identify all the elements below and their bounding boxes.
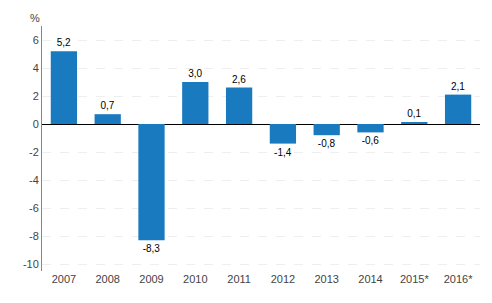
svg-text:2008: 2008 xyxy=(95,273,119,285)
svg-text:2010: 2010 xyxy=(183,273,207,285)
svg-text:6: 6 xyxy=(33,34,39,46)
svg-text:3,0: 3,0 xyxy=(188,68,202,79)
svg-text:2,1: 2,1 xyxy=(451,81,465,92)
svg-text:2013: 2013 xyxy=(314,273,338,285)
svg-text:-10: -10 xyxy=(23,258,39,270)
svg-text:-8: -8 xyxy=(29,230,39,242)
svg-text:0,1: 0,1 xyxy=(407,108,421,119)
svg-text:-1,4: -1,4 xyxy=(274,147,292,158)
svg-text:0,7: 0,7 xyxy=(101,100,115,111)
svg-text:2015*: 2015* xyxy=(400,273,429,285)
svg-text:-2: -2 xyxy=(29,146,39,158)
svg-text:2011: 2011 xyxy=(227,273,251,285)
svg-text:2: 2 xyxy=(33,90,39,102)
svg-text:2016*: 2016* xyxy=(444,273,473,285)
svg-text:%: % xyxy=(30,12,40,24)
svg-text:2012: 2012 xyxy=(271,273,295,285)
svg-text:-4: -4 xyxy=(29,174,39,186)
svg-text:4: 4 xyxy=(33,62,39,74)
svg-text:2009: 2009 xyxy=(139,273,163,285)
svg-text:2007: 2007 xyxy=(52,273,76,285)
svg-text:2,6: 2,6 xyxy=(232,74,246,85)
svg-text:-0,6: -0,6 xyxy=(362,135,380,146)
svg-text:0: 0 xyxy=(33,118,39,130)
svg-text:-8,3: -8,3 xyxy=(143,243,161,254)
svg-text:5,2: 5,2 xyxy=(57,37,71,48)
svg-text:-6: -6 xyxy=(29,202,39,214)
svg-text:-0,8: -0,8 xyxy=(318,138,336,149)
svg-text:2014: 2014 xyxy=(358,273,382,285)
